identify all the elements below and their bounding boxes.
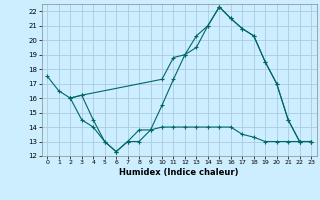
X-axis label: Humidex (Indice chaleur): Humidex (Indice chaleur): [119, 168, 239, 177]
